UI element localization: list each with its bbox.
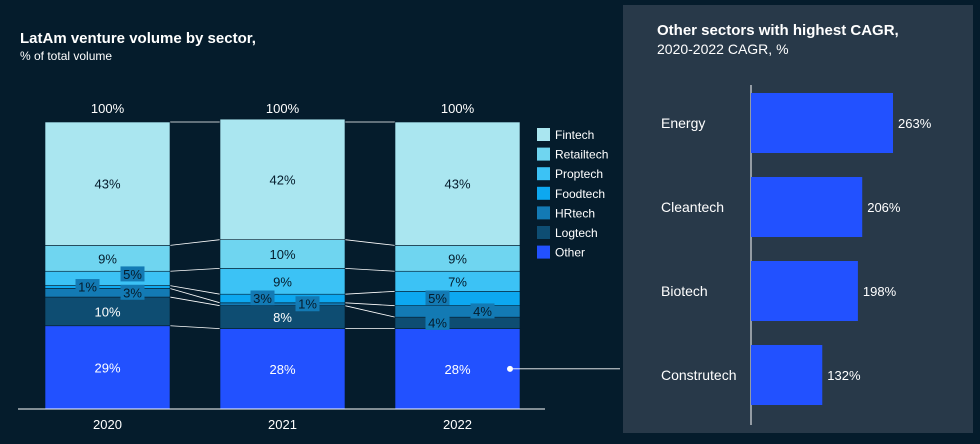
segment-label-proptech-2022: 7% — [448, 274, 467, 289]
legend-swatch-other — [537, 245, 550, 259]
cagr-category-construtech: Construtech — [661, 367, 736, 383]
bar-segment-proptech-2020 — [44, 270, 171, 286]
cagr-value-energy: 263% — [898, 116, 932, 131]
bar-segment-hrtech-2020 — [44, 288, 171, 298]
segment-label-foodtech-2022: 5% — [428, 291, 447, 306]
chart-subtitle: % of total volume — [20, 49, 113, 63]
cagr-bar-cleantech — [751, 177, 863, 237]
segment-label-box — [75, 279, 100, 295]
segment-label-logtech-2022: 4% — [428, 315, 447, 330]
bar-segment-retailtech-2021 — [219, 239, 346, 269]
legend-swatch-foodtech — [537, 186, 550, 200]
segment-label-box — [120, 284, 145, 300]
bar-segment-fintech-2022 — [394, 121, 521, 246]
connector-line — [169, 325, 221, 330]
segment-label-proptech-2021: 9% — [273, 274, 292, 289]
segment-label-hrtech-2021: 1% — [298, 297, 317, 312]
segment-label-other-2020: 29% — [94, 360, 120, 375]
cagr-bar-energy — [751, 93, 893, 153]
legend-swatch-fintech — [537, 128, 550, 141]
cagr-category-energy: Energy — [661, 115, 705, 131]
bar-segment-hrtech-2022 — [394, 305, 521, 318]
legend-label-proptech: Proptech — [555, 167, 603, 181]
legend-label-logtech: Logtech — [555, 226, 598, 240]
segment-label-foodtech-2020: 1% — [78, 280, 97, 295]
bar-segment-other-2022 — [394, 328, 521, 410]
segment-label-other-2021: 28% — [269, 362, 295, 377]
total-label-2021: 100% — [266, 101, 300, 116]
cagr-category-cleantech: Cleantech — [661, 199, 724, 215]
segment-label-logtech-2021: 8% — [273, 310, 292, 325]
legend-label-other: Other — [555, 246, 585, 260]
segment-label-logtech-2020: 10% — [94, 304, 120, 319]
bar-segment-hrtech-2021 — [219, 302, 346, 306]
cagr-value-biotech: 198% — [863, 284, 897, 299]
segment-label-retailtech-2022: 9% — [448, 251, 467, 266]
cagr-bar-biotech — [751, 261, 858, 321]
segment-label-proptech-2020: 5% — [123, 267, 142, 282]
cagr-panel: Other sectors with highest CAGR, 2020-20… — [623, 5, 973, 433]
segment-label-box — [120, 266, 145, 282]
cagr-title: Other sectors with highest CAGR, — [657, 22, 899, 39]
legend-swatch-proptech — [537, 167, 550, 181]
legend-swatch-logtech — [537, 226, 550, 239]
cagr-bar-chart: Energy 263% Cleantech 206% Biotech 198% Constr… — [661, 85, 932, 425]
segment-label-other-2022: 28% — [444, 362, 470, 377]
segment-label-box — [250, 290, 275, 306]
connector-line — [344, 305, 396, 318]
chart-title: LatAm venture volume by sector, — [20, 30, 256, 47]
bar-segment-retailtech-2022 — [394, 245, 521, 272]
segment-label-box — [425, 314, 450, 330]
segment-label-box — [295, 296, 320, 312]
legend-swatch-hrtech — [537, 206, 550, 220]
stacked-bar-chart: 29%10%3%1%5%9%43%28%8%1%3%9%10%42%28%4%4… — [18, 101, 620, 432]
legend-label-hrtech: HRtech — [555, 206, 595, 220]
cagr-category-biotech: Biotech — [661, 283, 708, 299]
connector-line — [344, 239, 396, 246]
legend-swatch-retailtech — [537, 147, 550, 161]
segment-label-fintech-2022: 43% — [444, 177, 470, 192]
bar-segment-logtech-2022 — [394, 316, 521, 329]
x-tick-label-2020: 2020 — [93, 417, 122, 432]
x-tick-label-2021: 2021 — [268, 417, 297, 432]
connector-line — [169, 296, 221, 307]
segment-label-foodtech-2021: 3% — [253, 291, 272, 306]
segment-label-box — [425, 290, 450, 306]
segment-label-retailtech-2020: 9% — [98, 251, 117, 266]
bar-segment-other-2021 — [219, 328, 346, 410]
cagr-value-cleantech: 206% — [867, 200, 901, 215]
segment-label-hrtech-2022: 4% — [473, 304, 492, 319]
legend-label-fintech: Fintech — [555, 128, 594, 142]
bar-segment-retailtech-2020 — [44, 245, 171, 272]
bar-segment-proptech-2021 — [219, 268, 346, 295]
bar-segment-foodtech-2022 — [394, 291, 521, 306]
connector-line — [344, 302, 396, 307]
connector-line — [169, 239, 221, 246]
bar-segment-fintech-2020 — [44, 121, 171, 246]
connector-line — [169, 288, 221, 304]
cagr-value-construtech: 132% — [827, 368, 861, 383]
x-tick-label-2022: 2022 — [443, 417, 472, 432]
connector-line — [169, 285, 221, 295]
connector-line — [169, 267, 221, 272]
connector-line — [344, 267, 396, 272]
bar-segment-fintech-2021 — [219, 118, 346, 240]
link-dot — [507, 365, 513, 372]
segment-label-fintech-2020: 43% — [94, 177, 120, 192]
segment-label-retailtech-2021: 10% — [269, 247, 295, 262]
segment-label-fintech-2021: 42% — [269, 172, 295, 187]
bar-segment-logtech-2020 — [44, 296, 171, 327]
legend-label-retailtech: Retailtech — [555, 148, 608, 162]
legend-label-foodtech: Foodtech — [555, 187, 605, 201]
connector-line — [344, 290, 396, 295]
cagr-subtitle: 2020-2022 CAGR, % — [657, 41, 789, 57]
cagr-bar-construtech — [751, 345, 823, 405]
segment-label-box — [470, 303, 495, 319]
segment-label-hrtech-2020: 3% — [123, 285, 142, 300]
bar-segment-foodtech-2021 — [219, 293, 346, 304]
total-label-2020: 100% — [91, 101, 125, 116]
total-label-2022: 100% — [441, 101, 475, 116]
bar-segment-foodtech-2020 — [44, 285, 171, 289]
